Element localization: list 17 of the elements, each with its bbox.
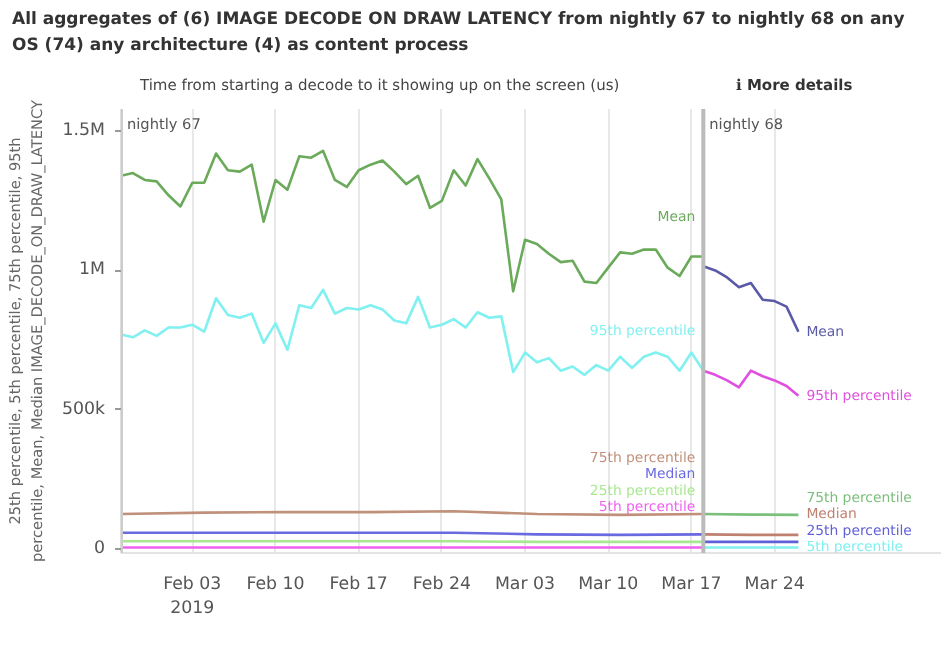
x-tick-label: Mar 24: [744, 575, 806, 596]
y-tick-label: 0: [93, 539, 106, 560]
y-tick-label: 1.5M: [62, 121, 106, 142]
line-series: [121, 149, 705, 294]
y-tick-label: 500k: [61, 400, 106, 421]
x-tick-label: Feb 10: [246, 575, 305, 596]
x-tick-label: Mar 17: [661, 575, 722, 596]
y-tick-label: 1M: [79, 260, 106, 281]
line-series: [121, 289, 705, 377]
line-series: [702, 265, 800, 334]
x-tick-label: Mar 03: [494, 575, 556, 596]
x-tick-label: Feb 24: [412, 575, 472, 596]
x-tick-label: Feb 03 2019: [163, 575, 222, 620]
x-tick-label: Mar 10: [578, 575, 639, 596]
x-tick-label: Feb 17: [329, 575, 388, 596]
line-series: [702, 369, 800, 398]
chart-title: All aggregates of (6) IMAGE DECODE ON DRAW LATENCY from nightly 67 to nightly 68 on any OS (74) any architecture (4) as content process: [12, 8, 907, 59]
